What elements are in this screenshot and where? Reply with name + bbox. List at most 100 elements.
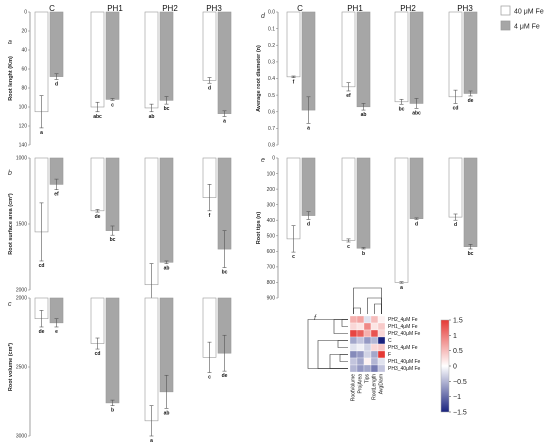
significance-letter: d: [454, 222, 457, 228]
y-tick-label: 800: [267, 280, 276, 286]
significance-letter: d: [208, 85, 211, 91]
bar: [217, 11, 232, 114]
bar: [409, 11, 424, 104]
colorbar-tick-label: −0.5: [453, 379, 467, 386]
y-axis-title: Average root diameter (n): [256, 45, 262, 112]
significance-letter: f: [209, 213, 211, 219]
y-tick-label: 1500: [16, 222, 27, 228]
heatmap-cell: [349, 329, 358, 338]
heatmap-cell: [370, 329, 379, 338]
bar: [49, 11, 64, 77]
dendrogram-branch: [307, 319, 348, 369]
y-tick-label: 100: [19, 105, 28, 111]
significance-letter: a: [223, 119, 226, 125]
heatmap-cell: [377, 357, 386, 366]
colorbar-tick-label: 1: [453, 333, 457, 340]
significance-letter: abc: [93, 114, 102, 120]
heatmap-cell: [363, 315, 372, 324]
panel-letter-b: b: [8, 170, 12, 177]
heatmap-row-label: PH3_4μM Fe: [388, 345, 418, 351]
significance-letter: de: [222, 373, 228, 379]
heatmap-column-label: Tips: [365, 374, 371, 384]
heatmap-cell: [363, 357, 372, 366]
significance-letter: bc: [399, 106, 405, 112]
bar: [356, 157, 371, 249]
y-axis-title: Root lenght (Km): [8, 56, 14, 101]
y-tick-label: 2000: [16, 296, 27, 302]
significance-letter: b: [111, 408, 114, 414]
colorbar-tick-label: 0: [453, 364, 457, 371]
bar: [301, 157, 316, 216]
significance-letter: ef: [346, 93, 351, 99]
colorbar-tick-label: −1.5: [453, 410, 467, 417]
y-tick-label: 0: [272, 156, 275, 162]
dendrogram-branch: [353, 287, 382, 314]
panel-letter-a: a: [8, 39, 12, 46]
heatmap-cell: [356, 315, 365, 324]
y-tick-label: 0.8: [268, 143, 275, 149]
chart-panel-b: 1000 1500 2000 Root surface area (cm²) b cd de…: [7, 156, 232, 314]
dendrogram-branch: [341, 319, 348, 327]
heatmap-cell: [363, 322, 372, 331]
colorbar-tick-label: −1: [453, 394, 461, 401]
legend-swatch: [500, 20, 511, 31]
group-label-c: C: [297, 4, 303, 13]
heatmap-cell: [377, 343, 386, 352]
significance-letter: de: [468, 98, 474, 104]
significance-letter: c: [111, 102, 114, 108]
heatmap-column-label: ProjArea: [358, 374, 364, 394]
y-tick-label: 60: [21, 67, 27, 73]
significance-letter: a: [40, 130, 43, 136]
heatmap-cell: [370, 336, 379, 345]
y-tick-label: 0.4: [268, 76, 275, 82]
heatmap-row-label: PH2_4μM Fe: [388, 317, 418, 323]
heatmap-cell: [356, 322, 365, 331]
significance-letter: abc: [412, 110, 421, 116]
bar: [301, 11, 316, 111]
y-tick-label: 20: [21, 29, 27, 35]
y-tick-label: 700: [267, 265, 276, 271]
significance-letter: bc: [468, 251, 474, 257]
group-label-ph1: PH1: [107, 4, 123, 13]
y-tick-label: 0.2: [268, 43, 275, 49]
heatmap-row-label: F: [388, 352, 391, 358]
heatmap-cell: [349, 364, 358, 373]
chart-panel-c: 2000 2500 3000 Root volume (cm³) c de cd a c e b ab…: [7, 296, 232, 443]
bar: [90, 157, 105, 212]
legend-label: 4 μM Fe: [514, 24, 540, 31]
bar: [341, 11, 356, 88]
y-axis-title: Root surface area (cm²): [7, 193, 14, 255]
heatmap-cell: [363, 336, 372, 345]
significance-letter: cd: [453, 105, 459, 111]
colorbar-tick-label: 1.5: [453, 318, 463, 325]
group-label-c: C: [49, 4, 55, 13]
y-tick-label: 40: [21, 48, 27, 54]
y-tick-label: 0.5: [268, 93, 275, 99]
heatmap-cell: [356, 357, 365, 366]
heatmap-cell: [349, 315, 358, 324]
bar: [90, 11, 105, 108]
heatmap-cell: [363, 329, 372, 338]
panel-letter-d: d: [261, 13, 266, 20]
heatmap-cell: [356, 329, 365, 338]
y-tick-label: 300: [267, 202, 276, 208]
chart-panel-d: 0.0 0.1 0.2 0.3 0.4 0.5 0.6 0.7 0.8 Average root …: [256, 4, 478, 149]
significance-letter: ab: [164, 410, 170, 416]
panel-letter-e: e: [261, 157, 265, 164]
group-label-ph3: PH3: [457, 4, 473, 13]
y-tick-label: 0.6: [268, 109, 275, 115]
group-label-ph1: PH1: [347, 4, 363, 13]
y-tick-label: 120: [19, 124, 28, 130]
heatmap-cell: [370, 315, 379, 324]
heatmap-cell: [377, 315, 386, 324]
significance-letter: c: [208, 375, 211, 381]
y-tick-label: 0: [24, 10, 27, 16]
panel-letter-c: c: [8, 301, 12, 308]
heatmap-row-label: PH1_40μM Fe: [388, 359, 421, 365]
y-axis-title: Root tips (n): [256, 212, 262, 245]
significance-letter: a: [150, 438, 153, 443]
significance-letter: a: [400, 285, 403, 291]
heatmap-cell: [349, 357, 358, 366]
heatmap-cell: [349, 322, 358, 331]
